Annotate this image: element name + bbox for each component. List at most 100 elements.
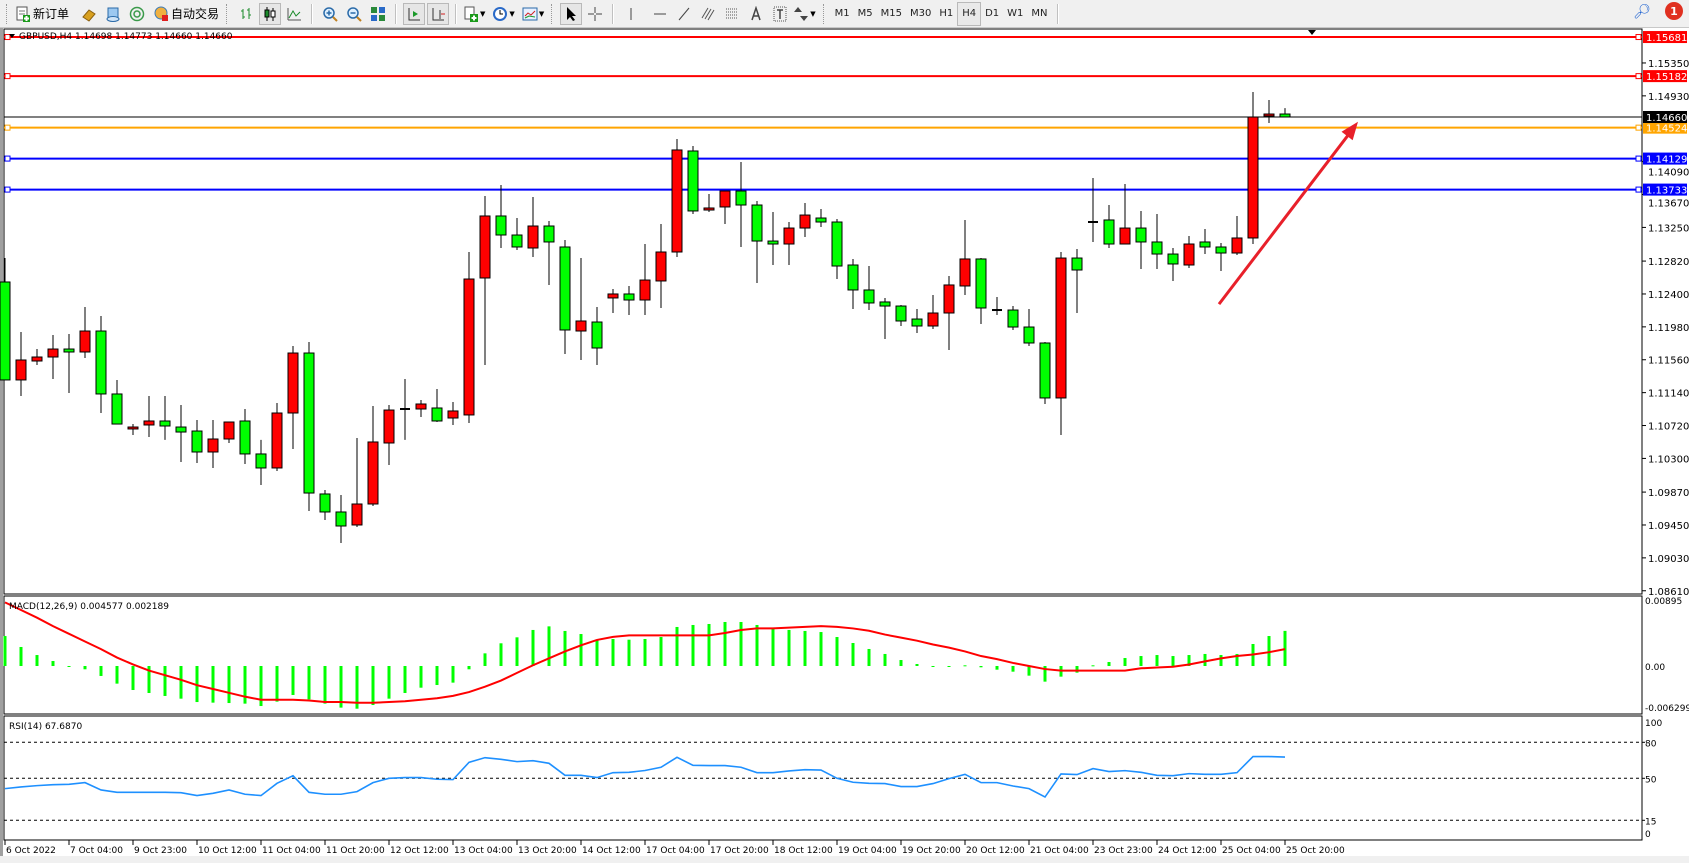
macd-histogram-bar: [1043, 666, 1047, 682]
macd-histogram-bar: [931, 666, 935, 667]
macd-histogram-bar: [483, 653, 487, 666]
timeframe-mn[interactable]: MN: [1031, 8, 1048, 19]
price-label-box: [1643, 121, 1687, 134]
notification-icon[interactable]: 1: [1665, 2, 1683, 20]
ohlc-values: 1.14698 1.14773 1.14660 1.14660: [75, 32, 233, 42]
zoom-in-icon: [322, 6, 338, 22]
macd-histogram-bar: [1187, 655, 1191, 666]
macd-histogram-bar: [771, 628, 775, 666]
macd-histogram-bar: [1011, 666, 1015, 672]
line-anchor-handle[interactable]: [1635, 73, 1642, 80]
symbol-dropdown-icon[interactable]: [9, 34, 15, 38]
line-anchor-handle[interactable]: [4, 34, 11, 41]
symbol-name: GBPUSD,H4: [19, 32, 75, 42]
candle-body: [895, 305, 907, 322]
timeframe-h4[interactable]: H4: [957, 1, 982, 26]
search-icon[interactable]: 🔎︎: [1633, 4, 1651, 20]
candle-body: [255, 453, 267, 469]
timeframe-group: M1 M5 M15 M30 H1 H4 D1 W1 MN: [831, 1, 1052, 26]
navigator-button[interactable]: [126, 3, 148, 25]
trend-arrow[interactable]: [1217, 131, 1352, 306]
candle-body: [1183, 243, 1195, 266]
timeframe-m5[interactable]: M5: [857, 8, 873, 19]
time-axis-label: 17 Oct 04:00: [646, 846, 705, 856]
timeframe-m15[interactable]: M15: [880, 8, 902, 19]
arrows-dropdown[interactable]: ▼: [793, 3, 816, 25]
templates-dropdown[interactable]: ▼: [522, 3, 544, 25]
fibonacci-button[interactable]: [721, 3, 743, 25]
candle-body: [207, 438, 219, 453]
macd-histogram-bar: [1267, 636, 1271, 666]
macd-axis-label: 0.00: [1645, 663, 1665, 673]
macd-histogram-bar: [403, 666, 407, 693]
price-axis-label: 1.11980: [1648, 323, 1689, 334]
toolbar-grip[interactable]: [822, 3, 827, 24]
line-anchor-handle[interactable]: [4, 73, 11, 80]
trendline-button[interactable]: [673, 3, 695, 25]
timeframe-h1[interactable]: H1: [939, 8, 954, 19]
candle-body: [1007, 309, 1019, 328]
candle-body: [1151, 241, 1163, 255]
candle-body: [1263, 113, 1275, 117]
new-order-button[interactable]: 新订单: [15, 3, 69, 25]
candle-body: [447, 410, 459, 419]
chart-shift-button[interactable]: [427, 2, 450, 25]
candlestick-button[interactable]: [259, 2, 282, 25]
toolbar-separator: [311, 3, 314, 24]
horizontal-line-button[interactable]: [649, 3, 671, 25]
line-chart-button[interactable]: [283, 3, 305, 25]
text-label-button[interactable]: [769, 3, 791, 25]
timeframe-d1[interactable]: D1: [985, 8, 1000, 19]
time-axis-label: 13 Oct 20:00: [518, 846, 577, 856]
macd-signal-line: [4, 601, 1286, 704]
line-anchor-handle[interactable]: [4, 186, 11, 193]
macd-label: MACD(12,26,9) 0.004577 0.002189: [9, 602, 169, 612]
macd-histogram-bar: [675, 626, 679, 666]
autotrading-button[interactable]: 自动交易: [153, 3, 219, 25]
timeframe-m1[interactable]: M1: [834, 8, 850, 19]
toolbar-grip[interactable]: [6, 3, 10, 24]
chart-shift-marker-icon[interactable]: [1308, 30, 1316, 35]
line-anchor-handle[interactable]: [1635, 34, 1642, 41]
macd-histogram-bar: [851, 642, 855, 666]
line-anchor-handle[interactable]: [4, 124, 11, 131]
market-watch-button[interactable]: [78, 3, 100, 25]
macd-histogram-bar: [323, 666, 327, 704]
candle-body: [1199, 241, 1211, 248]
periods-dropdown[interactable]: ▼: [492, 3, 515, 25]
templates-icon: [522, 6, 538, 22]
line-anchor-handle[interactable]: [1635, 186, 1642, 193]
auto-scroll-button[interactable]: [403, 2, 426, 25]
macd-histogram-bar: [195, 666, 199, 703]
rsi-axis-label: 80: [1645, 739, 1657, 749]
text-button[interactable]: [745, 3, 767, 25]
line-anchor-handle[interactable]: [4, 155, 11, 162]
macd-axis-label: 0.00895: [1645, 597, 1682, 607]
macd-histogram-bar: [147, 666, 151, 693]
candle-body: [1231, 237, 1243, 254]
candle-body: [1071, 257, 1083, 271]
line-anchor-handle[interactable]: [1635, 155, 1642, 162]
timeframe-w1[interactable]: W1: [1007, 8, 1024, 19]
tile-windows-button[interactable]: [367, 3, 389, 25]
indicators-dropdown[interactable]: ▼: [463, 3, 485, 25]
line-anchor-handle[interactable]: [1635, 124, 1642, 131]
candle-body: [847, 264, 859, 291]
candle-body: [719, 190, 731, 208]
zoom-out-button[interactable]: [343, 3, 365, 25]
vertical-line-button[interactable]: [620, 3, 642, 25]
toolbar-grip[interactable]: [551, 3, 555, 24]
timeframe-m30[interactable]: M30: [909, 8, 932, 19]
cursor-button[interactable]: [560, 2, 583, 25]
bar-chart-button[interactable]: [235, 3, 257, 25]
autotrading-label: 自动交易: [171, 7, 220, 21]
macd-histogram-bar: [723, 621, 727, 666]
toolbar-grip[interactable]: [226, 3, 230, 24]
candle-body: [959, 258, 971, 287]
data-window-button[interactable]: [102, 3, 124, 25]
crosshair-button[interactable]: [584, 3, 606, 25]
fibonacci-channel-button[interactable]: [697, 3, 719, 25]
macd-histogram-bar: [611, 639, 615, 666]
zoom-in-button[interactable]: [319, 3, 341, 25]
